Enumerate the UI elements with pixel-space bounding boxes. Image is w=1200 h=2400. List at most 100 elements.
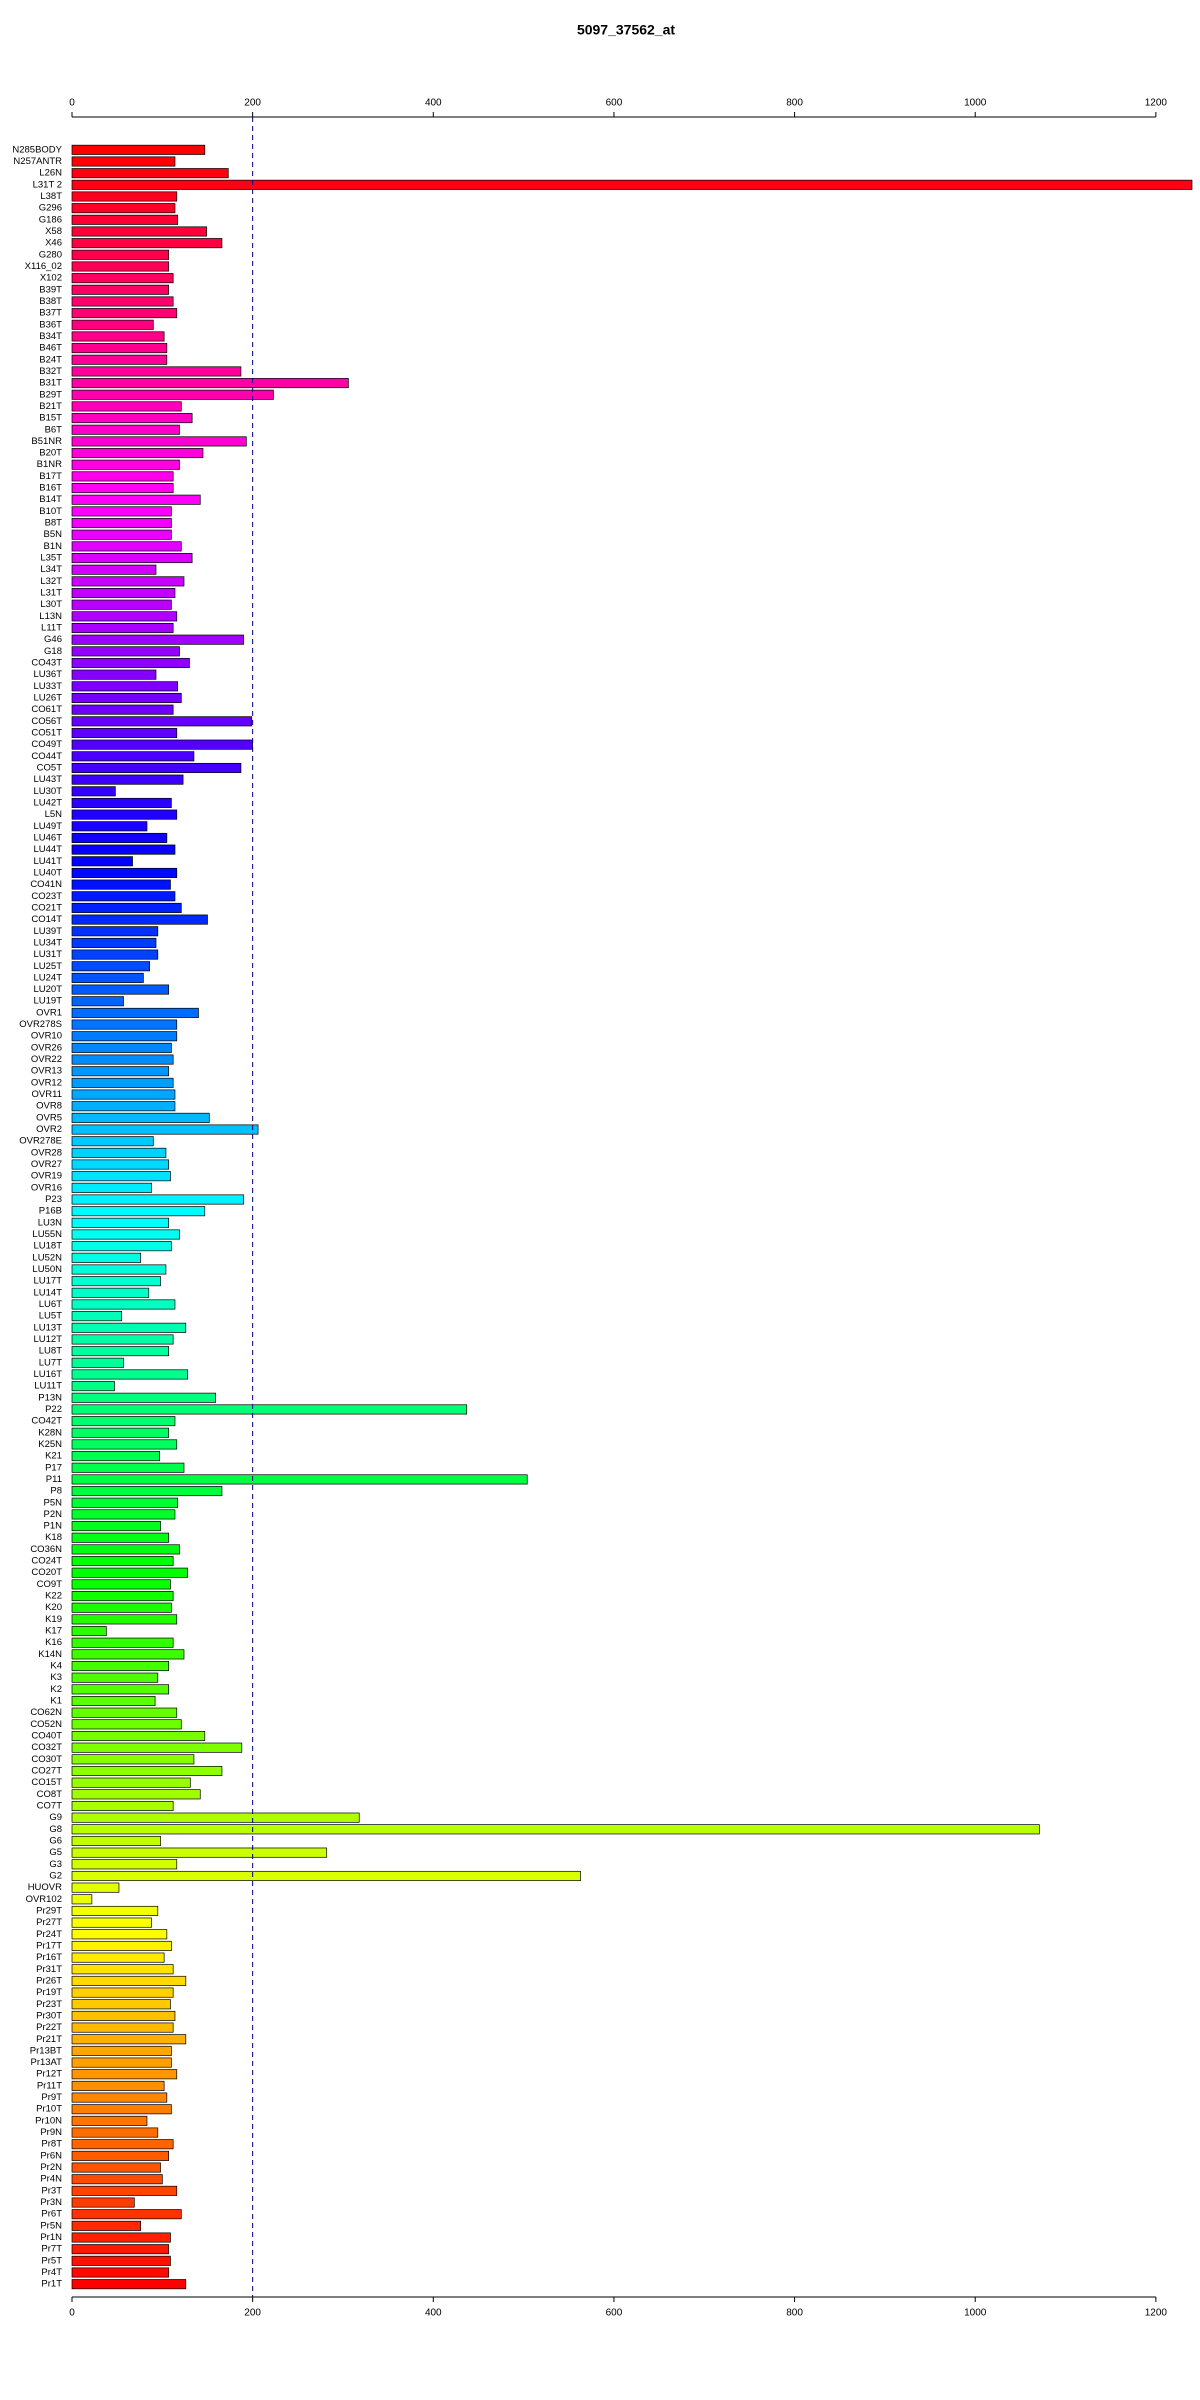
y-tick-label: X116_02 [25,261,62,272]
y-tick-label: LU19T [33,996,62,1007]
y-tick-label: Pr13BT [30,2045,62,2056]
y-tick-label: CO20T [31,1567,62,1578]
bar [71,506,172,517]
y-tick-label: CO30T [31,1754,62,1765]
y-tick-label: OVR278S [19,1019,62,1030]
bar [71,1112,210,1123]
y-tick-label: P1N [44,1521,63,1532]
bar [71,1311,123,1322]
bar [71,1929,168,1940]
x-tick-label: 1000 [964,2308,987,2319]
bar [71,2034,187,2045]
y-tick-label: Pr9T [41,2092,62,2103]
y-tick-label: K25N [38,1439,62,1450]
y-tick-label: Pr8T [41,2139,62,2150]
bar [71,623,174,634]
bar [71,343,168,354]
bar [71,1229,180,1240]
bar [71,249,169,260]
y-tick-label: LU20T [33,984,62,995]
bar [71,1124,259,1135]
bar [71,1042,172,1053]
y-tick-label: CO51T [31,727,62,738]
y-tick-label: OVR28 [31,1147,62,1158]
y-tick-label: P22 [45,1404,62,1415]
y-tick-label: Pr21T [36,2034,62,2045]
bar [71,1707,178,1718]
y-tick-label: LU55N [32,1229,62,1240]
y-tick-label: L38T [40,191,62,202]
bar [71,203,176,214]
bar [71,1252,141,1263]
bar [71,832,168,843]
y-tick-label: LU50N [32,1264,62,1275]
y-tick-label: K3 [50,1672,62,1683]
bar [71,1742,243,1753]
bar [71,144,206,155]
y-tick-label: Pr31T [36,1964,62,1975]
bar [71,168,229,179]
bar [71,1322,187,1333]
y-tick-label: CO32T [31,1742,62,1753]
bar [71,681,179,692]
y-tick-label: G2 [49,1870,62,1881]
x-tick-label: 400 [425,98,442,109]
y-tick-label: Pr1T [41,2279,62,2290]
y-tick-label: K1 [50,1696,62,1707]
y-tick-label: Pr11T [37,2080,62,2091]
y-tick-label: Pr19T [36,1987,62,1998]
bar [71,1497,179,1508]
y-tick-label: B17T [39,471,62,482]
y-tick-label: OVR11 [32,1089,62,1100]
y-tick-label: B24T [39,354,62,365]
bar [71,518,172,529]
bar [71,844,176,855]
y-tick-label: LU52N [32,1252,62,1263]
bar [71,2174,163,2185]
y-tick-label: LU39T [33,926,62,937]
y-tick-label: G186 [39,214,62,225]
bar [71,2267,169,2278]
bar [71,634,244,645]
bar [71,2185,178,2196]
y-tick-label: LU31T [33,949,62,960]
y-tick-label: L32T [40,576,62,587]
bar [71,1509,176,1520]
bar [71,1136,154,1147]
bar [71,774,184,785]
bar [71,961,151,972]
bar [71,2069,178,2080]
bar [71,1661,169,1672]
bar [71,2139,174,2150]
y-tick-label: B38T [39,296,62,307]
y-tick-label: B32T [39,366,62,377]
y-tick-label: OVR5 [36,1112,62,1123]
y-tick-label: LU18T [33,1241,62,1252]
bar [71,1019,178,1030]
bar [71,1614,178,1625]
bar [71,1812,360,1823]
x-tick-label: 0 [69,2308,75,2319]
y-tick-label: CO7T [37,1800,63,1811]
y-tick-label: L31T 2 [33,179,62,190]
bar [71,704,174,715]
y-tick-label: L30T [40,599,62,610]
bar [71,1777,191,1788]
chart-title: 5097_37562_at [577,22,675,38]
bar [71,2279,187,2290]
bar [71,692,182,704]
bar [71,261,169,272]
bar [71,1346,169,1357]
y-tick-label: HUOVR [28,1882,62,1893]
bar [71,926,159,937]
y-tick-label: K22 [45,1591,62,1602]
y-tick-label: Pr5N [40,2220,62,2231]
bar [71,2092,168,2103]
bar [71,1194,244,1205]
y-tick-label: CO23T [31,891,62,902]
y-tick-label: LU46T [33,832,62,843]
y-tick-label: Pr12T [36,2069,62,2080]
bar [71,1964,174,1975]
bar [71,1521,161,1532]
